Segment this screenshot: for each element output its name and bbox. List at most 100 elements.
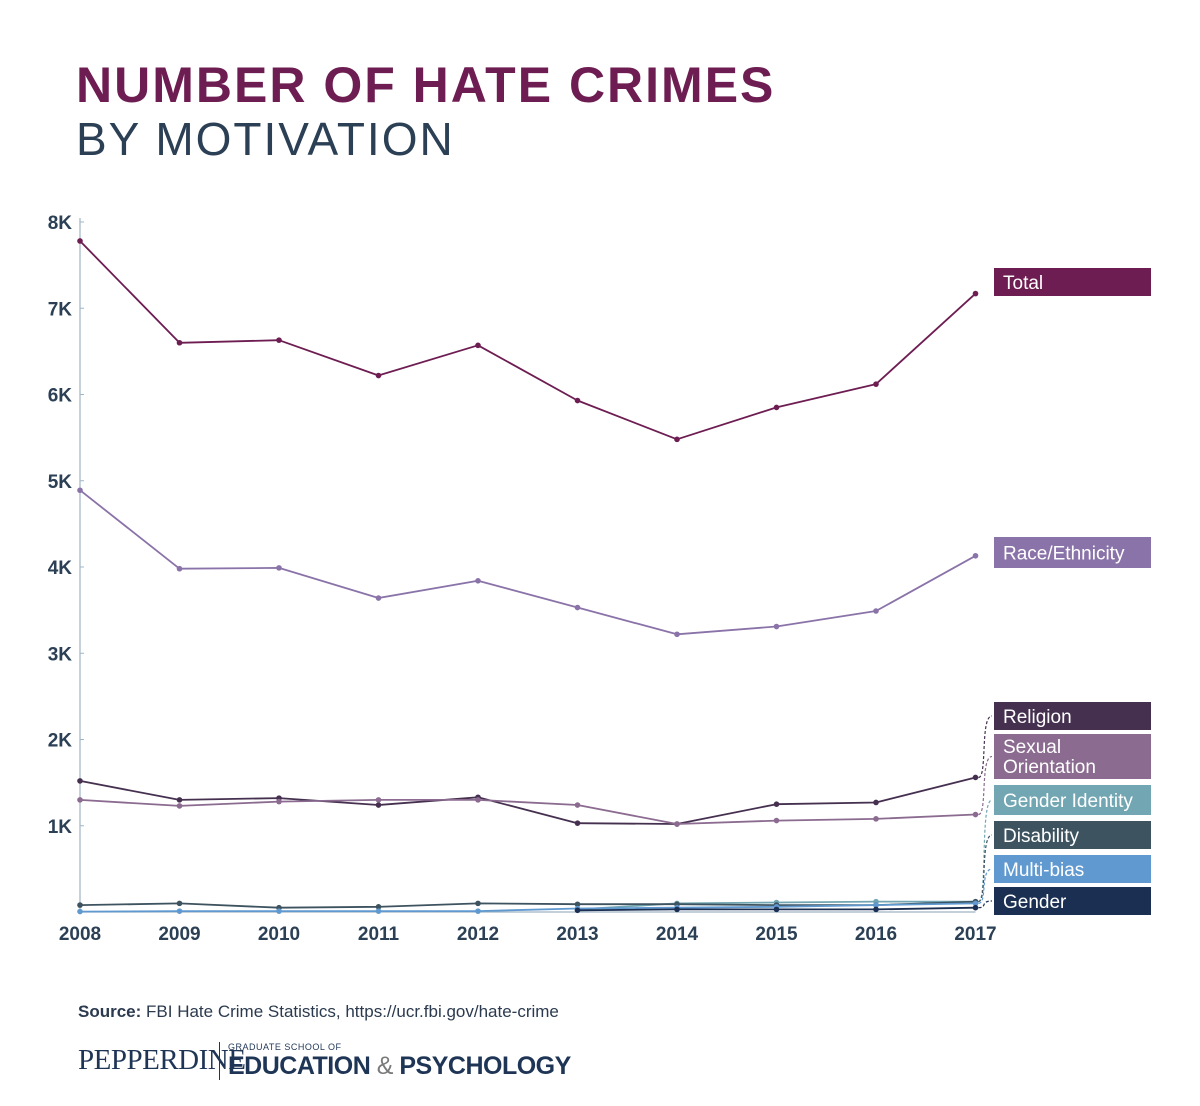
legend-leader-multi_bias bbox=[978, 868, 993, 904]
data-point-multi_bias bbox=[375, 908, 382, 914]
x-tick-label: 2011 bbox=[358, 924, 400, 945]
data-point-gender bbox=[773, 906, 780, 913]
logo-psychology: PSYCHOLOGY bbox=[399, 1052, 571, 1080]
data-point-sexual_orientation bbox=[375, 797, 382, 803]
source-text: FBI Hate Crime Statistics, https://ucr.f… bbox=[146, 1002, 559, 1021]
series-gender bbox=[574, 904, 979, 914]
data-point-multi_bias bbox=[873, 902, 879, 908]
legend-box-multi_bias bbox=[994, 855, 1151, 883]
series-line-total bbox=[79, 240, 977, 441]
legend: Total Race/Ethnicity Religion Sexual Orienta… bbox=[977, 268, 1151, 915]
data-point-total bbox=[77, 238, 83, 244]
data-point-disability bbox=[574, 901, 581, 908]
legend-label-total: Total bbox=[1003, 273, 1043, 294]
data-point-gender bbox=[674, 906, 680, 913]
series-line-religion bbox=[79, 776, 976, 825]
legend-label-gender: Gender bbox=[1003, 892, 1067, 913]
y-tick-label: 6K bbox=[48, 386, 73, 407]
legend-label-sexual_orientation: Sexual Orientation bbox=[1003, 737, 1096, 778]
x-tick-label: 2008 bbox=[59, 924, 101, 945]
x-tick-label: 2012 bbox=[457, 924, 499, 945]
legend-item-multi_bias: Multi-bias bbox=[994, 855, 1151, 883]
series-total bbox=[77, 238, 979, 443]
data-point-race bbox=[176, 565, 183, 572]
data-point-total bbox=[574, 397, 581, 404]
legend-box-religion bbox=[994, 702, 1151, 730]
legend-item-gender: Gender bbox=[994, 887, 1151, 915]
data-point-multi_bias bbox=[972, 900, 979, 907]
legend-box-sexual_orientation bbox=[994, 734, 1151, 779]
legend-leader-disability bbox=[977, 834, 993, 903]
series-line-multi_bias bbox=[79, 902, 976, 913]
data-point-religion bbox=[972, 774, 979, 781]
data-point-multi_bias bbox=[276, 908, 282, 914]
logo-small-text: GRADUATE SCHOOL OF bbox=[228, 1042, 342, 1052]
data-point-religion bbox=[77, 778, 83, 784]
legend-leader-gender bbox=[978, 900, 993, 909]
x-tick-label: 2015 bbox=[755, 924, 798, 945]
data-point-sexual_orientation bbox=[77, 797, 83, 803]
data-point-total bbox=[773, 404, 780, 411]
data-point-disability bbox=[375, 904, 382, 910]
data-point-sexual_orientation bbox=[873, 816, 879, 822]
data-point-sexual_orientation bbox=[972, 811, 979, 818]
legend-leader-religion bbox=[977, 715, 993, 779]
series-layer bbox=[77, 238, 979, 915]
data-point-religion bbox=[873, 799, 879, 806]
series-race bbox=[77, 487, 979, 638]
legend-box-race bbox=[994, 537, 1151, 568]
legend-item-race: Race/Ethnicity bbox=[994, 537, 1151, 568]
legend-item-gender_identity: Gender Identity bbox=[994, 785, 1151, 815]
data-point-sexual_orientation bbox=[276, 798, 282, 805]
data-point-religion bbox=[176, 797, 183, 803]
y-tick-label: 3K bbox=[48, 644, 73, 665]
data-point-total bbox=[276, 337, 282, 343]
data-point-race bbox=[773, 623, 780, 630]
legend-label-race: Race/Ethnicity bbox=[1003, 544, 1125, 565]
data-point-sexual_orientation bbox=[674, 821, 680, 827]
chart-title: NUMBER OF HATE CRIMES bbox=[76, 57, 776, 113]
data-point-total bbox=[475, 342, 481, 349]
data-point-multi_bias bbox=[77, 908, 83, 915]
logo-ampersand: & bbox=[376, 1052, 394, 1080]
data-point-total bbox=[873, 381, 879, 387]
y-tick-label: 4K bbox=[48, 558, 73, 579]
y-tick-label: 5K bbox=[48, 472, 73, 493]
legend-box-gender bbox=[994, 887, 1151, 915]
data-point-total bbox=[176, 339, 183, 346]
legend-label-gender_identity: Gender Identity bbox=[1003, 791, 1133, 812]
series-line-race bbox=[79, 489, 976, 636]
series-line-sexual_orientation bbox=[79, 799, 976, 825]
y-tick-label: 8K bbox=[48, 213, 73, 234]
data-point-total bbox=[972, 290, 979, 297]
data-point-race bbox=[972, 552, 979, 559]
line-chart: 1K 2K 3K 4K 5K 6K 7K 8K 2008 2009 2010 2011 2012 2013… bbox=[48, 213, 1151, 945]
x-tick-label: 2017 bbox=[954, 924, 996, 945]
logo-education: EDUCATION bbox=[228, 1052, 371, 1080]
data-point-disability bbox=[475, 900, 481, 907]
data-point-race bbox=[77, 487, 83, 494]
data-point-disability bbox=[176, 900, 183, 907]
x-tick-label: 2014 bbox=[656, 924, 699, 945]
logo-main-text: EDUCATION & PSYCHOLOGY bbox=[228, 1052, 571, 1081]
x-tick-label: 2013 bbox=[556, 924, 598, 945]
logo-name: PEPPERDINE bbox=[78, 1044, 246, 1076]
data-point-multi_bias bbox=[176, 908, 183, 914]
data-point-gender bbox=[873, 906, 879, 913]
data-point-sexual_orientation bbox=[475, 797, 481, 803]
y-tick-label: 7K bbox=[48, 299, 73, 320]
legend-label-religion: Religion bbox=[1003, 707, 1072, 728]
legend-item-sexual_orientation: Sexual Orientation bbox=[994, 734, 1151, 779]
data-point-sexual_orientation bbox=[574, 802, 581, 808]
x-tick-label: 2010 bbox=[258, 924, 300, 945]
data-point-sexual_orientation bbox=[773, 817, 780, 824]
data-point-race bbox=[276, 565, 282, 571]
y-tick-label: 1K bbox=[48, 817, 73, 838]
data-point-race bbox=[475, 578, 481, 584]
legend-item-religion: Religion bbox=[994, 702, 1151, 730]
data-point-religion bbox=[773, 801, 780, 807]
data-point-total bbox=[375, 372, 382, 379]
legend-box-total bbox=[994, 268, 1151, 296]
data-point-race bbox=[574, 604, 581, 611]
x-tick-label: 2009 bbox=[158, 924, 200, 945]
